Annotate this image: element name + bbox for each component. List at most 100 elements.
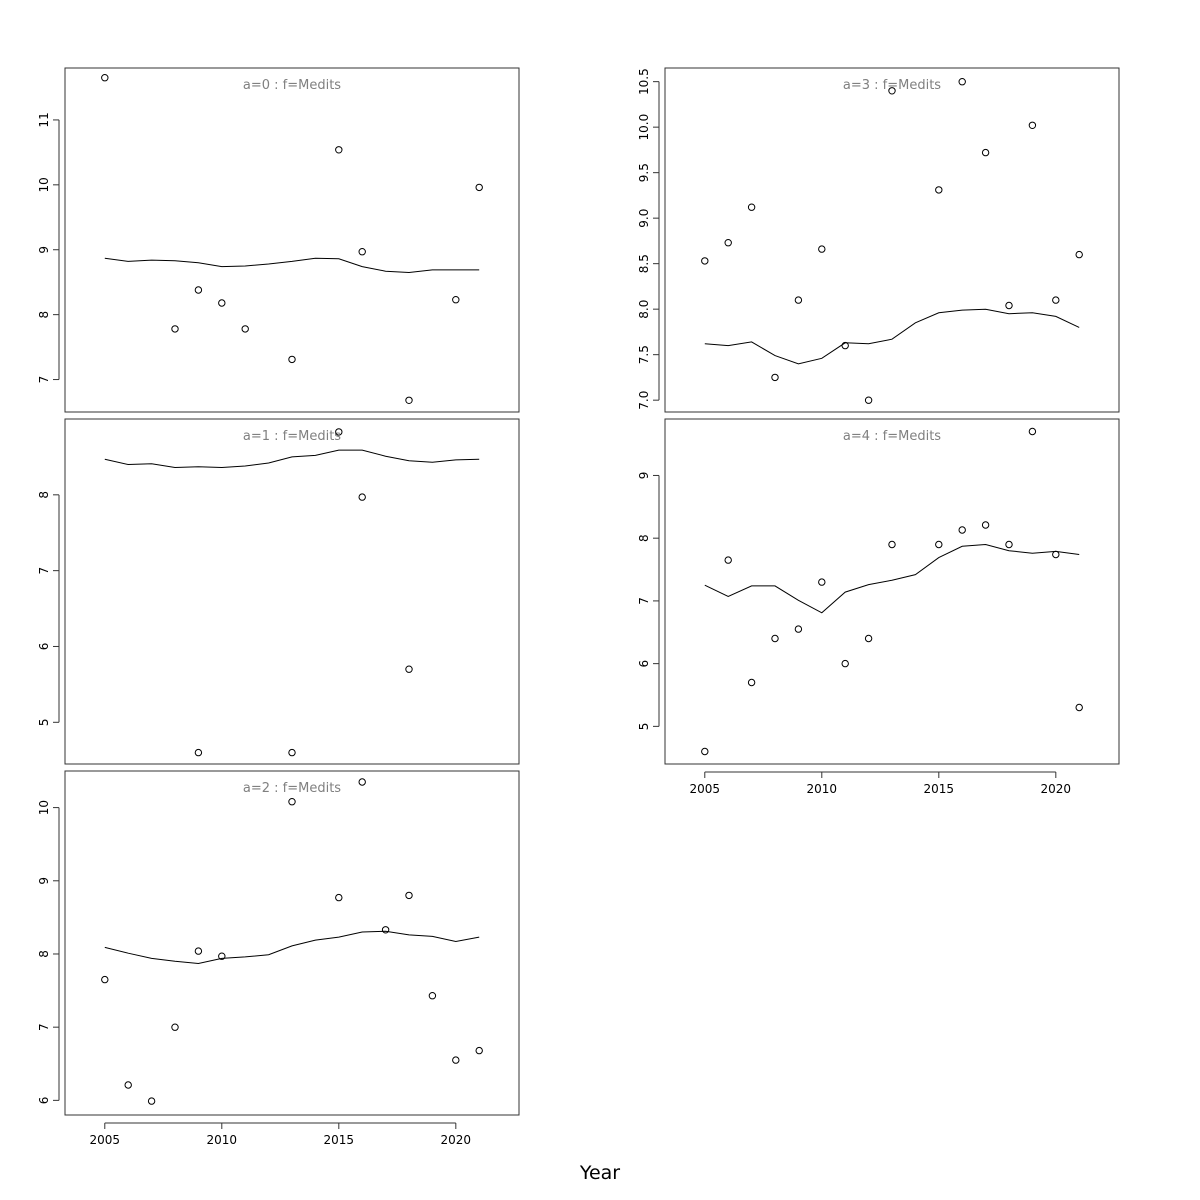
data-point	[358, 248, 366, 256]
data-point	[218, 952, 226, 960]
data-point	[701, 257, 709, 265]
data-point	[958, 78, 966, 86]
data-point	[724, 239, 732, 247]
data-point	[101, 74, 109, 82]
data-point	[794, 625, 803, 633]
x-tick-label: 2010	[807, 782, 838, 796]
panel-4: a=4 : f=Medits 5 6 7 8 9 2005 2010 2015 2020	[637, 418, 1120, 796]
y-tick-label: 10.5	[637, 68, 651, 95]
data-point	[981, 521, 990, 529]
data-point	[405, 665, 413, 673]
panel-0: a=0 : f=Medits 7 8 9 10 11	[37, 67, 520, 413]
x-tick-label: 2015	[324, 1133, 355, 1147]
data-point	[218, 299, 226, 307]
data-point	[841, 659, 849, 668]
data-point	[864, 634, 873, 643]
y-tick-label: 8.0	[637, 300, 651, 319]
panel-title: a=3 : f=Medits	[843, 78, 941, 93]
panel-title: a=4 : f=Medits	[843, 429, 941, 444]
data-point	[935, 540, 943, 549]
data-point	[358, 493, 366, 501]
data-point	[1005, 540, 1013, 549]
data-point	[335, 428, 343, 436]
data-point	[1052, 550, 1060, 559]
y-tick-label: 9	[637, 472, 651, 480]
data-point	[888, 540, 896, 549]
y-tick-label: 9.5	[637, 163, 651, 182]
panel-title: a=2 : f=Medits	[243, 781, 341, 796]
data-point	[101, 975, 109, 984]
data-point	[981, 148, 990, 157]
y-tick-label: 7	[637, 597, 651, 605]
panel-frame	[64, 418, 520, 765]
panel-2: a=2 : f=Medits 6 7 8 9 10 2005 2010 2015 2020	[37, 770, 520, 1147]
data-point	[771, 373, 779, 382]
panel-title: a=0 : f=Medits	[243, 78, 341, 93]
panel-frame	[64, 67, 520, 413]
data-point	[147, 1097, 156, 1105]
y-tick-label: 7	[37, 1023, 51, 1031]
data-point	[724, 556, 732, 564]
y-tick-label: 7	[37, 567, 51, 575]
data-point	[888, 87, 896, 95]
data-point	[841, 341, 849, 350]
x-tick-label: 2020	[441, 1133, 472, 1147]
y-tick-label: 10.0	[637, 114, 651, 141]
fitted-line	[704, 543, 1080, 614]
y-tick-label: 9.0	[637, 209, 651, 228]
x-tick-label: 2020	[1041, 782, 1072, 796]
data-point	[747, 678, 756, 687]
data-point	[241, 325, 249, 333]
y-tick-label: 10	[37, 800, 51, 815]
data-point	[428, 992, 437, 1000]
y-tick-label: 5	[637, 723, 651, 731]
data-point	[288, 748, 296, 757]
fitted-line	[104, 930, 480, 965]
panel-1: a=1 : f=Medits 5 6 7 8	[37, 418, 520, 765]
data-point	[405, 396, 413, 404]
data-point	[818, 245, 826, 253]
data-point	[747, 203, 756, 211]
data-point	[1052, 296, 1060, 304]
y-tick-label: 6	[637, 660, 651, 668]
panel-3: a=3 : f=Medits 7.0 7.5 8.0 8.5 9.0 9.5 10.0 10.5	[637, 67, 1120, 413]
data-point	[335, 146, 343, 154]
panel-frame	[64, 770, 520, 1116]
y-tick-label: 8	[637, 534, 651, 542]
data-point	[1075, 703, 1083, 712]
y-tick-label: 5	[37, 718, 51, 726]
y-tick-label: 7.0	[637, 391, 651, 410]
data-point	[171, 325, 179, 333]
data-point	[358, 778, 366, 786]
data-point	[194, 947, 203, 955]
data-point	[194, 748, 203, 757]
data-point	[288, 355, 296, 364]
panel-frame	[664, 67, 1120, 413]
data-point	[1028, 427, 1037, 436]
data-point	[701, 747, 709, 756]
y-tick-label: 9	[37, 246, 51, 254]
data-point	[1075, 250, 1083, 259]
y-tick-label: 7	[37, 376, 51, 384]
y-tick-label: 8	[37, 311, 51, 319]
y-tick-label: 8.5	[637, 254, 651, 273]
panel-frame	[664, 418, 1120, 765]
y-tick-label: 10	[37, 177, 51, 192]
data-point	[405, 891, 413, 900]
y-tick-label: 9	[37, 877, 51, 885]
y-tick-label: 6	[37, 1097, 51, 1105]
data-point	[794, 296, 803, 304]
x-axis-label: Year	[579, 1162, 620, 1184]
y-tick-label: 11	[37, 112, 51, 127]
data-point	[1028, 121, 1037, 130]
data-point	[171, 1023, 179, 1031]
x-tick-label: 2015	[924, 782, 955, 796]
data-point	[194, 286, 203, 294]
data-point	[475, 183, 483, 192]
x-tick-label: 2005	[90, 1133, 121, 1147]
data-point	[335, 893, 343, 902]
y-tick-label: 7.5	[637, 345, 651, 364]
fitted-line	[704, 308, 1080, 365]
panel-title: a=1 : f=Medits	[243, 429, 341, 444]
